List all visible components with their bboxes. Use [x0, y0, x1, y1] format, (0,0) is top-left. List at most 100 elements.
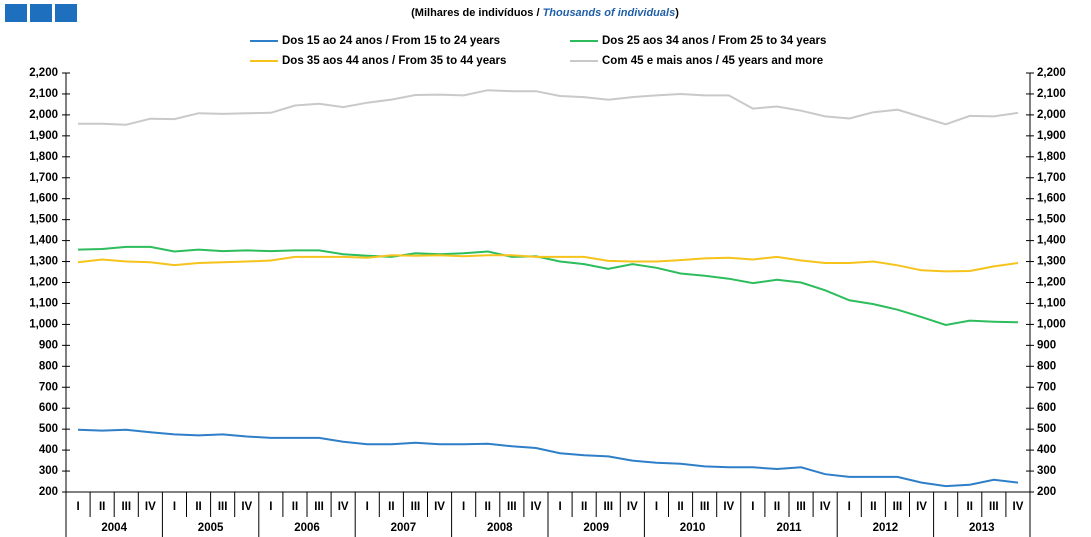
x-tick-label: I: [655, 501, 658, 513]
subtitle-pt: (Milhares de indivíduos /: [411, 7, 539, 19]
y2-tick-label: 700: [1037, 381, 1056, 393]
x-tick-label: II: [870, 501, 876, 513]
y-tick-label: 1,800: [29, 151, 58, 163]
y2-tick-label: 200: [1037, 486, 1056, 498]
x-tick-label: III: [218, 501, 228, 513]
y-tick-label: 500: [39, 423, 58, 435]
y-tick-label: 900: [39, 339, 58, 351]
series-line: [77, 245, 1019, 327]
y-tick-label: 1,600: [29, 193, 58, 205]
y2-tick-label: 1,500: [1037, 214, 1066, 226]
y-tick-label: 1,300: [29, 256, 58, 268]
subtitle-close: ): [675, 7, 679, 19]
y-tick-label: 2,000: [29, 109, 58, 121]
x-tick-label: II: [967, 501, 973, 513]
y2-tick-label: 1,300: [1037, 256, 1066, 268]
series-line: [77, 428, 1019, 488]
y2-tick-label: 900: [1037, 339, 1056, 351]
y2-tick-label: 1,400: [1037, 235, 1066, 247]
year-label: 2013: [969, 522, 995, 534]
y-tick-label: 400: [39, 444, 58, 456]
y-tick-label: 300: [39, 465, 58, 477]
y2-tick-label: 1,600: [1037, 193, 1066, 205]
y2-tick-label: 1,800: [1037, 151, 1066, 163]
subtitle: (Milhares de indivíduos / Thousands of i…: [411, 7, 679, 19]
year-label: 2006: [294, 522, 320, 534]
x-tick-label: III: [700, 501, 710, 513]
x-tick-label: I: [269, 501, 272, 513]
x-tick-label: II: [292, 501, 298, 513]
logo-block: [55, 4, 77, 22]
series-line: [77, 254, 1019, 273]
logo-block: [5, 4, 27, 22]
x-tick-label: II: [774, 501, 780, 513]
y-tick-label: 1,000: [29, 318, 58, 330]
x-tick-label: I: [944, 501, 947, 513]
y2-tick-label: 500: [1037, 423, 1056, 435]
y-tick-label: 600: [39, 402, 58, 414]
x-tick-label: I: [558, 501, 561, 513]
x-tick-label: II: [388, 501, 394, 513]
x-tick-label: II: [677, 501, 683, 513]
y-tick-label: 1,700: [29, 172, 58, 184]
series-line: [78, 89, 1019, 126]
year-label: 2004: [101, 522, 127, 534]
x-tick-label: I: [751, 501, 754, 513]
x-tick-label: IV: [434, 501, 445, 513]
x-tick-label: III: [603, 501, 613, 513]
y-tick-label: 1,500: [29, 214, 58, 226]
y2-tick-label: 2,000: [1037, 109, 1066, 121]
x-tick-label: III: [121, 501, 131, 513]
year-label: 2009: [583, 522, 609, 534]
year-label: 2010: [680, 522, 706, 534]
legend-label: Dos 25 aos 34 anos / From 25 to 34 years: [602, 35, 826, 47]
x-tick-label: IV: [916, 501, 927, 513]
x-tick-label: IV: [723, 501, 734, 513]
y-tick-label: 1,900: [29, 130, 58, 142]
year-label: 2005: [198, 522, 224, 534]
x-tick-label: I: [173, 501, 176, 513]
x-tick-label: IV: [531, 501, 542, 513]
x-tick-label: I: [848, 501, 851, 513]
y-tick-label: 1,200: [29, 277, 58, 289]
x-tick-label: II: [99, 501, 105, 513]
y2-tick-label: 1,700: [1037, 172, 1066, 184]
x-tick-label: III: [314, 501, 324, 513]
x-tick-label: II: [581, 501, 587, 513]
y2-tick-label: 400: [1037, 444, 1056, 456]
y2-tick-label: 1,100: [1037, 297, 1066, 309]
year-label: 2007: [391, 522, 417, 534]
y2-tick-label: 300: [1037, 465, 1056, 477]
y2-tick-label: 2,200: [1037, 67, 1066, 79]
y-tick-label: 800: [39, 360, 58, 372]
y-tick-label: 2,200: [29, 67, 58, 79]
x-tick-label: III: [507, 501, 517, 513]
y-tick-label: 1,400: [29, 235, 58, 247]
x-tick-label: III: [796, 501, 806, 513]
year-label: 2012: [873, 522, 899, 534]
x-tick-label: IV: [145, 501, 156, 513]
y-tick-label: 2,100: [29, 88, 58, 100]
x-tick-label: III: [411, 501, 421, 513]
x-tick-label: III: [893, 501, 903, 513]
legend-label: Dos 15 ao 24 anos / From 15 to 24 years: [282, 35, 500, 47]
y2-tick-label: 1,000: [1037, 318, 1066, 330]
y-tick-label: 200: [39, 486, 58, 498]
y2-tick-label: 600: [1037, 402, 1056, 414]
year-label: 2011: [777, 522, 803, 534]
legend-label: Com 45 e mais anos / 45 years and more: [602, 55, 823, 67]
x-tick-label: II: [195, 501, 201, 513]
x-tick-label: II: [485, 501, 491, 513]
x-tick-label: IV: [627, 501, 638, 513]
x-tick-label: IV: [241, 501, 252, 513]
y2-tick-label: 2,100: [1037, 88, 1066, 100]
y2-tick-label: 1,200: [1037, 277, 1066, 289]
logo-block: [30, 4, 52, 22]
x-tick-label: I: [462, 501, 465, 513]
x-tick-label: I: [76, 501, 79, 513]
x-tick-label: IV: [338, 501, 349, 513]
x-tick-label: IV: [820, 501, 831, 513]
subtitle-en: Thousands of individuals: [543, 7, 676, 19]
y2-tick-label: 800: [1037, 360, 1056, 372]
